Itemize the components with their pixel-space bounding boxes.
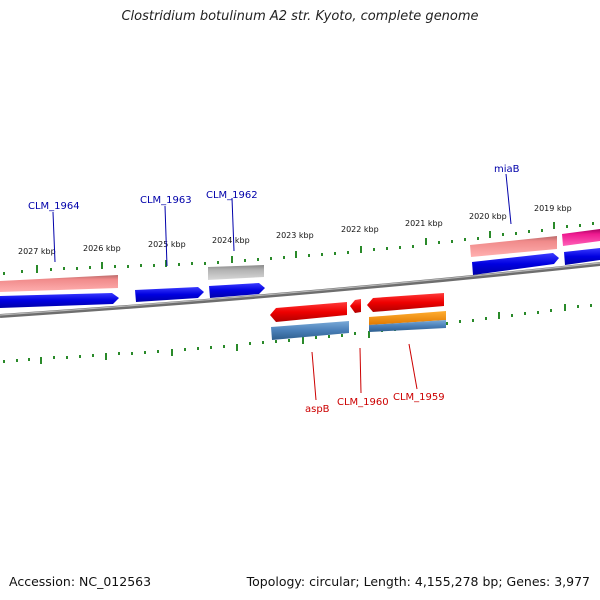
gene-clm-1960[interactable] [350, 299, 361, 313]
gene-clm-1962[interactable] [209, 283, 265, 298]
gene-asp-b-cds[interactable] [271, 321, 349, 340]
gene-clm-1964[interactable] [0, 293, 119, 308]
scale-label: 2024 kbp [212, 236, 250, 245]
scale-label: 2025 kbp [148, 240, 186, 249]
genome-backbone [0, 262, 600, 318]
gene-salmon-miab[interactable] [470, 236, 557, 257]
scale-label: 2027 kbp [18, 247, 56, 256]
gene-pink-feature[interactable] [562, 229, 600, 246]
gene-label-clm-1960[interactable]: CLM_1960 [337, 397, 389, 408]
gene-clm-1959-misc[interactable] [369, 311, 446, 325]
genome-backbone-highlight [0, 262, 600, 316]
gene-blue-right[interactable] [564, 248, 600, 265]
scale-label: 2019 kbp [534, 204, 572, 213]
map-title: Clostridium botulinum A2 str. Kyoto, com… [121, 9, 479, 24]
gene-clm-1959-cds[interactable] [369, 320, 446, 332]
reverse-strand-features [270, 293, 446, 340]
forward-strand-features [0, 229, 600, 308]
gene-label-clm-1962[interactable]: CLM_1962 [206, 190, 258, 201]
gene-mia-b[interactable] [472, 253, 559, 275]
forward-leader-lines [52, 173, 512, 267]
gene-label-clm-1963[interactable]: CLM_1963 [140, 195, 192, 206]
gene-label-clm-1964[interactable]: CLM_1964 [28, 201, 80, 212]
scale-label: 2023 kbp [276, 231, 314, 240]
gene-salmon-left[interactable] [0, 275, 118, 292]
scale-label: 2022 kbp [341, 225, 379, 234]
gene-label-mia-b[interactable]: miaB [494, 164, 520, 175]
gene-clm-1963[interactable] [135, 287, 204, 302]
accession-text: Accession: NC_012563 [9, 574, 152, 589]
scale-label: 2021 kbp [405, 219, 443, 228]
scale-labels: 2027 kbp 2026 kbp 2025 kbp 2024 kbp 2023… [18, 204, 572, 256]
gene-label-clm-1959[interactable]: CLM_1959 [393, 392, 445, 403]
upper-scale-ring [3, 222, 594, 275]
gene-gray-feature[interactable] [208, 265, 264, 280]
gene-asp-b[interactable] [270, 302, 347, 322]
gene-label-asp-b[interactable]: aspB [305, 404, 330, 415]
reverse-leader-lines [311, 343, 418, 401]
scale-label: 2020 kbp [469, 212, 507, 221]
genome-summary-text: Topology: circular; Length: 4,155,278 bp… [246, 574, 590, 589]
gene-clm-1959[interactable] [367, 293, 444, 312]
scale-label: 2026 kbp [83, 244, 121, 253]
